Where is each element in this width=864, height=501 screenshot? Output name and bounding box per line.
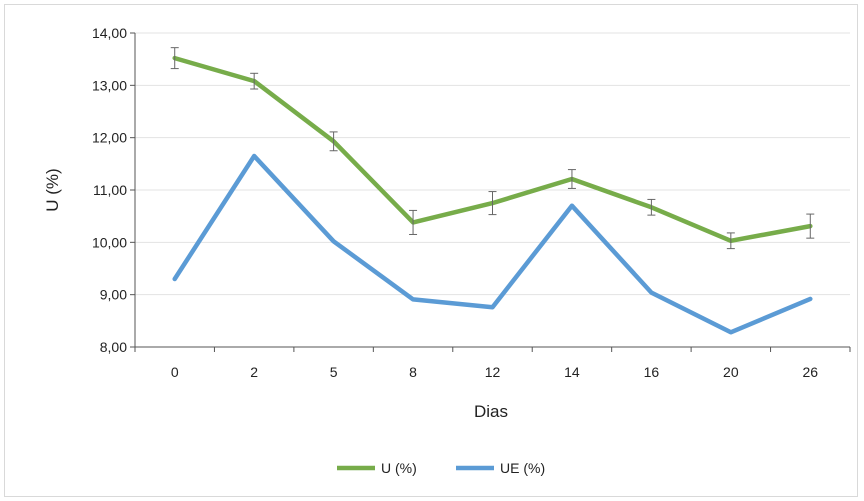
chart-frame: [4, 4, 858, 497]
x-tick-label: 2: [250, 364, 258, 380]
y-tick-label: 11,00: [93, 182, 127, 198]
y-tick-label: 10,00: [92, 234, 127, 250]
x-axis-title: Dias: [474, 402, 508, 421]
y-tick-label: 12,00: [92, 130, 127, 146]
x-tick-label: 8: [409, 364, 417, 380]
error-bars: [170, 47, 815, 250]
series-line: [172, 153, 813, 335]
y-axis-title: U (%): [43, 168, 62, 211]
y-tick-label: 14,00: [92, 25, 127, 41]
legend: U (%) UE (%): [337, 460, 545, 476]
x-tick-label: 5: [330, 364, 338, 380]
x-axis-ticks: 0 2 5 8 12 14 16 20 26: [134, 347, 851, 380]
legend-label: U (%): [381, 460, 417, 476]
x-tick-label: 26: [802, 364, 818, 380]
y-tick-label: 13,00: [92, 77, 127, 93]
x-tick-label: 20: [723, 364, 739, 380]
axes: [134, 33, 850, 348]
gridlines: [135, 32, 850, 296]
x-tick-label: 14: [564, 364, 580, 380]
x-tick-label: 12: [485, 364, 501, 380]
y-tick-label: 9,00: [100, 287, 127, 303]
y-axis-ticks: 8,00 9,00 10,00 11,00 12,00 13,00 14,00: [92, 25, 135, 355]
legend-label: UE (%): [500, 460, 545, 476]
y-tick-label: 8,00: [100, 339, 127, 355]
x-tick-label: 0: [171, 364, 179, 380]
x-tick-label: 16: [644, 364, 660, 380]
